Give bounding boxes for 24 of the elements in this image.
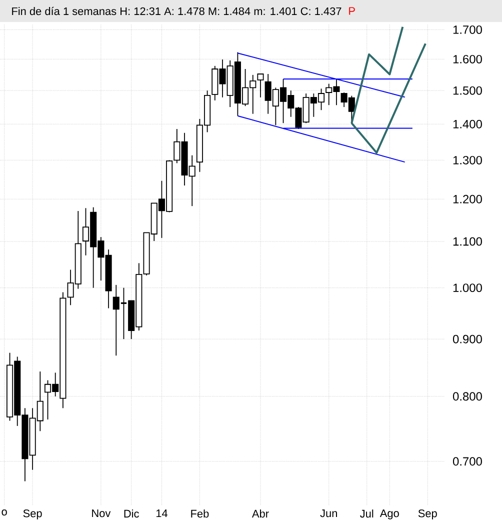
x-tick-label: o [2,510,7,516]
y-tick-label: 1.500 [453,86,482,95]
text: P [349,7,355,15]
x-tick-label: Nov [92,510,111,518]
x-tick-label: Sep [23,510,42,520]
x-tick-label: Ago [380,510,399,520]
chart-title: Fin de día 1 semanas H: 12:31 A: 1.478 M: 1.484 m: 1.401 C: 1.437 [12,6,342,16]
x-tick-label: Sep [418,510,437,520]
y-tick-label: 1.000 [453,284,482,292]
x-tick-label: Jun [320,510,337,518]
y-tick-label: 1.400 [453,120,482,128]
y-tick-label: 1.300 [453,156,482,164]
x-tick-label: Abr [252,510,269,518]
y-tick-label: 0.700 [452,457,482,466]
x-tick-label: 14 [156,510,168,518]
y-tick-label: 1.600 [453,54,482,64]
y-tick-label: 1.700 [453,25,482,34]
x-tick-label: Dic [124,510,139,518]
y-tick-label: 1.200 [453,194,482,204]
x-tick-label: Jul [360,510,374,518]
y-tick-label: 0.900 [452,334,482,344]
y-tick-label: 0.800 [452,392,482,401]
y-tick-label: 1.100 [453,237,482,246]
x-tick-label: Feb [191,510,209,518]
